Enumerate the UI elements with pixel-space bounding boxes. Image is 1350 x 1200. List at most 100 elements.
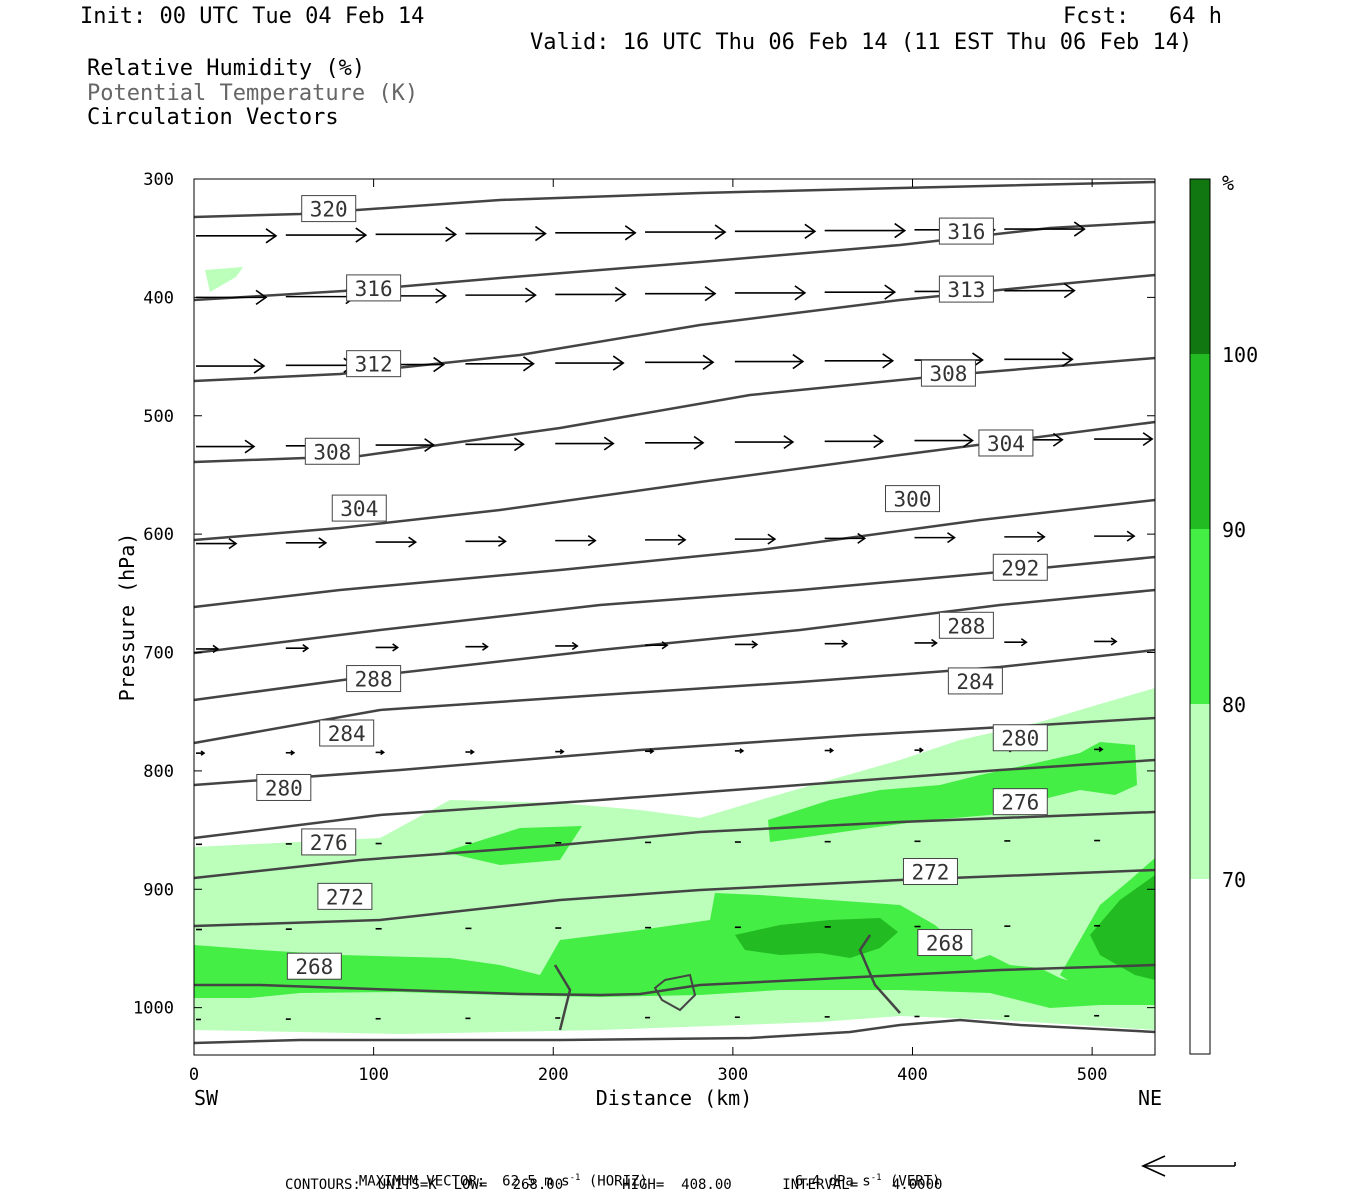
- circulation-vector: [465, 437, 525, 452]
- circulation-vector: [734, 223, 817, 239]
- isentrope-label: 284: [319, 719, 375, 747]
- circulation-vector: [645, 285, 717, 302]
- circulation-vector: [1004, 351, 1074, 367]
- circulation-vector: [196, 228, 278, 244]
- isentrope: [193, 716, 1156, 787]
- circulation-vector: [645, 641, 669, 650]
- reference-vector-arrow: [1141, 1155, 1236, 1177]
- circulation-vector: [914, 433, 974, 448]
- y-axis-label: Pressure (hPa): [115, 533, 139, 702]
- footer-max-vert: 6.4 dPa s-1 (VERT): [778, 1157, 941, 1190]
- legend-theta: Potential Temperature (K): [87, 81, 419, 106]
- isentrope-label: 313: [938, 275, 994, 303]
- unit-exponent: -1: [870, 1173, 882, 1183]
- isentrope: [193, 498, 1156, 609]
- isentrope: [194, 963, 1156, 997]
- y-tick-label: 400: [143, 288, 174, 308]
- circulation-vector: [734, 285, 807, 301]
- isentrope-label: 312: [346, 350, 402, 378]
- init-time: Init: 00 UTC Tue 04 Feb 14: [80, 4, 425, 29]
- colorbar-level: 100: [1222, 343, 1258, 367]
- circulation-vector: [196, 289, 268, 306]
- footer-max-vector: MAXIMUM VECTOR: 62.5 m s-1 (HORIZ): [342, 1157, 648, 1190]
- circulation-vector: [285, 357, 356, 373]
- circulation-vector: [465, 225, 547, 242]
- isentrope-labels: 320 316 316 313 312 308 308 304 304 300 292 288 288 2…: [256, 195, 1048, 980]
- isentrope-label: 276: [301, 828, 357, 856]
- circulation-vector: [375, 438, 436, 452]
- circulation-vector: [645, 748, 655, 755]
- isentrope-label-text: 304: [987, 432, 1025, 456]
- circulation-vector: [1004, 638, 1028, 647]
- circulation-vector: [285, 644, 310, 653]
- forecast-hour: Fcst: 64 h: [1063, 4, 1222, 29]
- isentrope-label-text: 288: [355, 668, 393, 692]
- axes: 0 100 200 300 400 500 300 400 500 600 700 800 900 100…: [133, 170, 1155, 1085]
- x-end-label-left: SW: [194, 1086, 219, 1110]
- circulation-vector: [645, 534, 687, 546]
- isentrope-label: 308: [304, 437, 360, 465]
- isentrope: [193, 1018, 1156, 1045]
- legend-rh: Relative Humidity (%): [87, 56, 366, 81]
- isentrope-label-text: 268: [926, 932, 964, 956]
- circulation-vector: [1004, 221, 1086, 237]
- circulation-vector: [824, 639, 849, 648]
- colorbar-level: 90: [1222, 518, 1246, 542]
- isentrope-label: 288: [346, 665, 402, 693]
- isentrope-label-text: 268: [295, 955, 333, 979]
- circulation-vector: [465, 749, 475, 755]
- circulation-vector: [555, 535, 597, 547]
- isentrope-label: 304: [978, 429, 1034, 457]
- footer-contours: CONTOURS: UNITS=K LOW= 268.00 HIGH= 408.…: [285, 1177, 943, 1193]
- isentrope-label: 272: [317, 882, 373, 910]
- circulation-vector: [465, 356, 535, 372]
- circulation-vector: [555, 225, 637, 241]
- rh-70-shading: [194, 267, 1155, 1034]
- isentrope-label: 288: [938, 611, 994, 639]
- valid-time: Valid: 16 UTC Thu 06 Feb 14 (11 EST Thu …: [530, 30, 1193, 55]
- isentrope: [193, 810, 1156, 880]
- isentrope-label: 316: [938, 217, 994, 245]
- x-tick-label: 0: [189, 1065, 199, 1085]
- isentrope-label-text: 312: [355, 353, 393, 377]
- circulation-vector: [1094, 746, 1104, 753]
- circulation-vector: [555, 286, 627, 303]
- isentrope: [193, 588, 1156, 702]
- circulation-vector: [196, 750, 206, 756]
- colorbar-bin: [1190, 529, 1210, 704]
- max-vert-tail: (VERT): [890, 1173, 941, 1190]
- isentrope-label: 268: [286, 952, 342, 980]
- isentrope: [653, 973, 697, 1012]
- isentrope-label-text: 284: [328, 722, 366, 746]
- circulation-vector: [196, 439, 256, 454]
- colorbar-level: 80: [1222, 693, 1246, 717]
- circulation-vector: [734, 533, 777, 545]
- legend-vectors: Circulation Vectors: [87, 105, 339, 130]
- isentrope: [193, 648, 1156, 745]
- circulation-vector: [1094, 637, 1118, 646]
- isentrope-label-text: 308: [313, 440, 351, 464]
- y-tick-label: 1000: [133, 999, 174, 1019]
- x-tick-label: 200: [538, 1065, 569, 1085]
- colorbar-unit: %: [1222, 171, 1234, 195]
- circulation-vector: [734, 748, 745, 754]
- isentrope-label: 272: [902, 858, 958, 886]
- isentrope-label-text: 276: [1001, 791, 1039, 815]
- y-tick-label: 600: [143, 525, 174, 545]
- isentrope-label: 300: [885, 485, 941, 513]
- circulation-vector: [465, 535, 507, 547]
- plot-frame: [193, 178, 1156, 1056]
- circulation-vector: [465, 642, 489, 651]
- circulation-vector: [734, 435, 795, 450]
- colorbar-frame: [1189, 178, 1211, 1055]
- circulation-vector: [196, 358, 266, 374]
- colorbar: % 100 90 80 70: [1189, 171, 1258, 1055]
- isentrope-label-text: 276: [310, 831, 348, 855]
- circulation-vector: [375, 749, 386, 756]
- isentrope-label: 316: [346, 274, 402, 302]
- colorbar-bin: [1190, 704, 1210, 879]
- x-tick-label: 400: [897, 1065, 928, 1085]
- y-tick-label: 300: [143, 170, 174, 190]
- isentrope-label-text: 320: [310, 198, 348, 222]
- isentrope-label-text: 313: [947, 278, 985, 302]
